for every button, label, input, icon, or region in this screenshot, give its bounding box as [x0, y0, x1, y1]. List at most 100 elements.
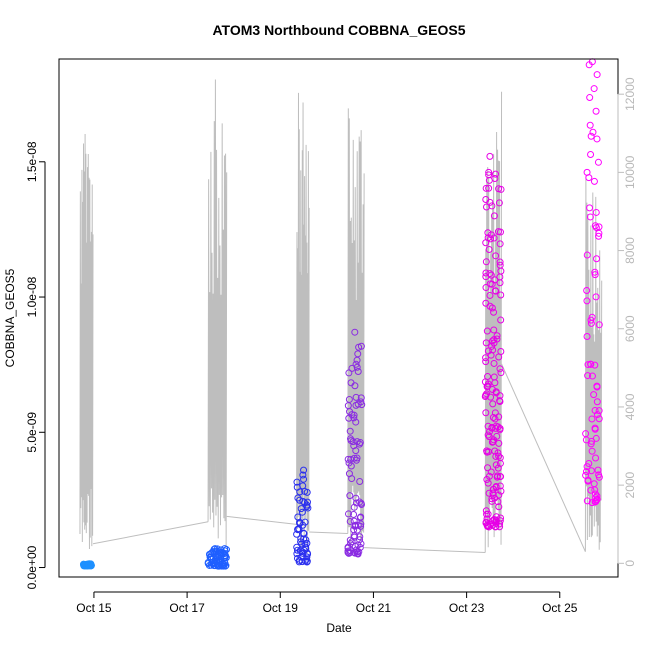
data-point	[357, 501, 365, 509]
data-point	[492, 170, 500, 178]
data-point	[590, 177, 598, 185]
data-point	[587, 132, 595, 140]
data-point	[495, 491, 503, 499]
data-point	[491, 415, 499, 423]
data-point	[482, 339, 490, 347]
data-point	[303, 553, 311, 561]
data-point	[592, 208, 600, 216]
data-point	[299, 521, 307, 529]
altitude-connector	[364, 547, 486, 554]
data-point	[300, 466, 308, 474]
data-point	[352, 360, 360, 368]
data-point	[592, 107, 600, 115]
data-point	[588, 372, 596, 380]
points-layer	[80, 58, 603, 570]
data-point	[496, 240, 504, 248]
data-point	[352, 393, 360, 401]
data-point	[486, 198, 494, 206]
data-point	[344, 548, 352, 556]
data-point	[485, 176, 493, 184]
data-point	[485, 246, 493, 254]
data-point	[346, 427, 354, 435]
data-point	[482, 354, 490, 362]
data-point	[354, 521, 362, 529]
data-point	[496, 258, 504, 266]
data-point	[294, 526, 302, 534]
data-point	[300, 529, 308, 537]
data-point	[297, 535, 305, 543]
data-point	[357, 540, 365, 548]
data-point	[591, 361, 599, 369]
data-point	[221, 549, 229, 557]
data-point	[492, 252, 500, 260]
data-point	[300, 475, 308, 483]
data-point	[583, 168, 591, 176]
data-point	[592, 293, 600, 301]
data-point	[595, 407, 603, 415]
data-point	[348, 475, 356, 483]
x-axis: Oct 15 Oct 17 Oct 19 Oct 21 Oct 23 Oct 25	[76, 591, 578, 615]
data-point	[487, 468, 495, 476]
data-point	[294, 494, 302, 502]
data-point	[302, 536, 310, 544]
data-point	[351, 328, 359, 336]
data-point	[346, 492, 354, 500]
data-point	[591, 271, 599, 279]
data-point	[482, 269, 490, 277]
data-point	[350, 503, 358, 511]
data-point	[482, 409, 490, 417]
data-point	[353, 550, 361, 558]
data-point	[85, 560, 93, 568]
data-point	[482, 299, 490, 307]
y2-axis: 0 2000 4000 6000 8000 10000 12000	[617, 77, 637, 567]
data-point	[489, 414, 497, 422]
data-point	[352, 494, 360, 502]
data-point	[348, 538, 356, 546]
data-point	[583, 497, 591, 505]
data-point	[496, 397, 504, 405]
data-point	[482, 391, 490, 399]
data-point	[299, 497, 307, 505]
data-point	[495, 413, 503, 421]
data-point	[585, 460, 593, 468]
data-point	[488, 337, 496, 345]
data-point	[492, 482, 500, 490]
data-point	[496, 482, 504, 490]
data-point	[486, 291, 494, 299]
data-point	[356, 514, 364, 522]
data-point	[84, 562, 92, 570]
data-point	[584, 372, 592, 380]
data-point	[347, 462, 355, 470]
data-point	[352, 546, 360, 554]
altitude-connector	[92, 521, 209, 545]
data-point	[587, 440, 595, 448]
data-point	[299, 471, 307, 479]
y-axis: 0.0e+00 5.0e-09 1.0e-08 1.5e-08	[25, 141, 46, 589]
data-point	[293, 530, 301, 538]
data-point	[483, 515, 491, 523]
data-point	[488, 423, 496, 431]
data-point	[495, 185, 503, 193]
data-point	[293, 543, 301, 551]
x-tick-label: Oct 15	[76, 601, 112, 615]
chart-title: ATOM3 Northbound COBBNA_GEOS5	[212, 22, 465, 38]
data-point	[595, 321, 603, 329]
data-point	[496, 523, 504, 531]
data-point	[484, 522, 492, 530]
data-point	[592, 434, 600, 442]
data-point	[489, 400, 497, 408]
data-point	[356, 477, 364, 485]
data-point	[583, 297, 591, 305]
data-point	[588, 415, 596, 423]
data-point	[354, 400, 362, 408]
data-point	[485, 168, 493, 176]
y2-tick-label: 6000	[623, 315, 637, 342]
data-point	[352, 499, 360, 507]
data-point	[486, 152, 494, 160]
data-point	[496, 273, 504, 281]
data-point	[345, 369, 353, 377]
data-point	[591, 222, 599, 230]
data-point	[494, 449, 502, 457]
data-point	[490, 234, 498, 242]
data-point	[303, 558, 311, 566]
